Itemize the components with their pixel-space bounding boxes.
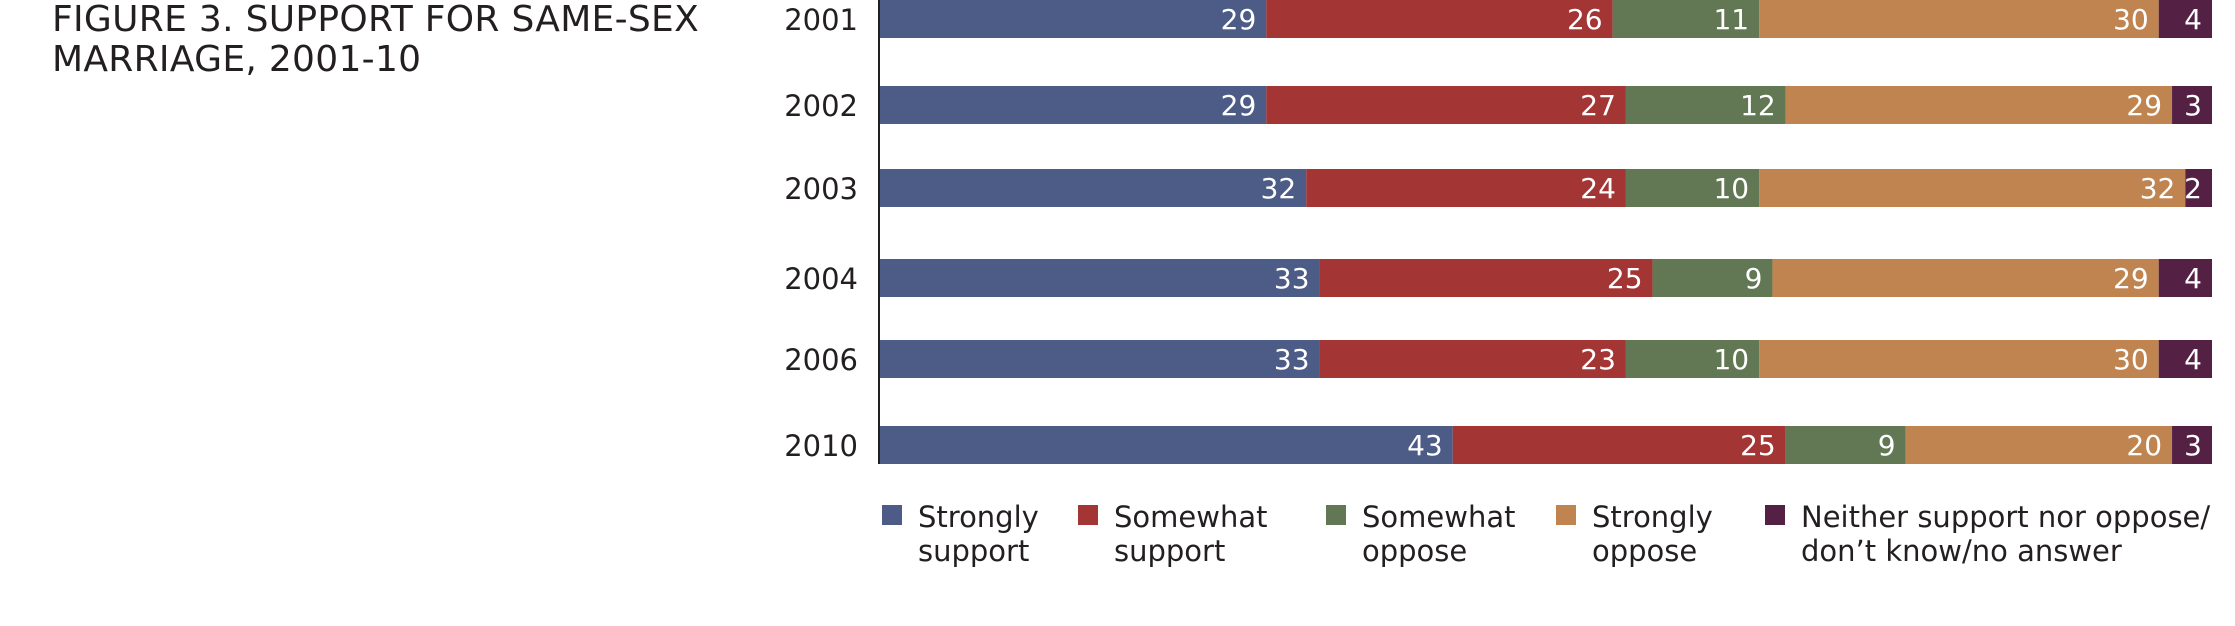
- bar-segment-2006-3: [1759, 340, 2159, 378]
- data-label-2010-0: 43: [1407, 429, 1443, 462]
- data-label-2006-2: 10: [1713, 343, 1749, 376]
- bar-segment-2010-1: [1452, 426, 1786, 464]
- data-label-2001-4: 4: [2184, 3, 2202, 36]
- bar-segment-2003-3: [1759, 169, 2186, 207]
- bar-segment-2002-2: [1625, 86, 1786, 124]
- data-label-2010-3: 20: [2126, 429, 2162, 462]
- legend-item-4: Neither support nor oppose/don’t know/no…: [1765, 500, 2210, 568]
- data-label-2006-3: 30: [2113, 343, 2149, 376]
- bar-segment-2010-3: [1905, 426, 2173, 464]
- bar-segment-2003-0: [880, 169, 1307, 207]
- data-label-2010-2: 9: [1878, 429, 1896, 462]
- bar-segment-2006-2: [1625, 340, 1760, 378]
- bar-segment-2003-2: [1625, 169, 1760, 207]
- data-label-2002-2: 12: [1740, 89, 1776, 122]
- bar-segment-2004-3: [1772, 259, 2159, 297]
- legend-label-2-line-1: Somewhat: [1362, 500, 1515, 534]
- legend-label-3-line-2: oppose: [1592, 534, 1697, 568]
- bar-segment-2002-0: [880, 86, 1267, 124]
- bar-row-2002: 2002 29 27 12 29 3: [784, 86, 2212, 124]
- year-label-2010: 2010: [784, 429, 858, 463]
- legend-label-3-line-1: Strongly: [1592, 500, 1713, 534]
- bar-segment-2010-4: [2172, 426, 2212, 464]
- year-label-2002: 2002: [784, 89, 858, 123]
- bar-row-2003: 2003 32 24 10 32 2: [784, 169, 2212, 207]
- bar-segment-2010-0: [880, 426, 1453, 464]
- bar-segment-2004-2: [1652, 259, 1773, 297]
- data-label-2001-1: 26: [1567, 3, 1603, 36]
- legend-swatch-0: [882, 505, 902, 525]
- legend-label-0-line-1: Strongly: [918, 500, 1039, 534]
- bar-segment-2001-3: [1759, 0, 2159, 38]
- chart-title: FIGURE 3. SUPPORT FOR SAME-SEX MARRIAGE,…: [52, 0, 812, 80]
- bar-segment-2006-4: [2158, 340, 2212, 378]
- data-label-2006-0: 33: [1274, 343, 1310, 376]
- data-label-2010-1: 25: [1740, 429, 1776, 462]
- legend-label-1-line-1: Somewhat: [1114, 500, 1267, 534]
- chart-title-line-1: FIGURE 3. SUPPORT FOR SAME-SEX: [52, 0, 700, 40]
- year-label-2006: 2006: [784, 343, 858, 377]
- data-label-2002-4: 3: [2184, 89, 2202, 122]
- chart-title-line-2: MARRIAGE, 2001-10: [52, 39, 422, 80]
- legend-label-1-line-2: support: [1114, 534, 1225, 568]
- legend-label-4-line-2: don’t know/no answer: [1801, 534, 2122, 568]
- legend-swatch-3: [1556, 505, 1576, 525]
- legend: StronglysupportSomewhatsupportSomewhatop…: [882, 500, 2210, 568]
- data-label-2004-1: 25: [1607, 262, 1643, 295]
- data-label-2006-1: 23: [1580, 343, 1616, 376]
- data-label-2006-4: 4: [2184, 343, 2202, 376]
- data-label-2003-3: 32: [2140, 172, 2176, 205]
- data-label-2002-3: 29: [2126, 89, 2162, 122]
- data-label-2004-0: 33: [1274, 262, 1310, 295]
- bar-segment-2003-4: [2185, 169, 2212, 207]
- bar-segment-2006-1: [1319, 340, 1626, 378]
- data-label-2002-0: 29: [1221, 89, 1257, 122]
- data-label-2003-0: 32: [1261, 172, 1297, 205]
- legend-label-2-line-2: oppose: [1362, 534, 1467, 568]
- data-label-2001-2: 11: [1713, 3, 1749, 36]
- bar-segment-2004-1: [1319, 259, 1653, 297]
- bar-row-2010: 2010 43 25 9 20 3: [784, 426, 2212, 464]
- bar-segment-2001-1: [1266, 0, 1613, 38]
- data-label-2003-1: 24: [1580, 172, 1616, 205]
- legend-label-4-line-1: Neither support nor oppose/: [1801, 500, 2210, 534]
- bar-segment-2004-4: [2158, 259, 2212, 297]
- bar-segment-2001-4: [2158, 0, 2212, 38]
- bar-segment-2002-4: [2172, 86, 2212, 124]
- data-label-2003-2: 10: [1713, 172, 1749, 205]
- legend-label-0-line-2: support: [918, 534, 1029, 568]
- bar-segment-2002-3: [1785, 86, 2173, 124]
- bar-segment-2004-0: [880, 259, 1320, 297]
- data-label-2004-2: 9: [1745, 262, 1763, 295]
- legend-swatch-1: [1078, 505, 1098, 525]
- year-label-2001: 2001: [784, 3, 858, 37]
- bar-row-2006: 2006 33 23 10 30 4: [784, 340, 2212, 378]
- bar-segment-2003-1: [1306, 169, 1626, 207]
- data-label-2004-3: 29: [2113, 262, 2149, 295]
- legend-swatch-2: [1326, 505, 1346, 525]
- bar-row-2004: 2004 33 25 9 29 4: [784, 259, 2212, 297]
- year-label-2004: 2004: [784, 262, 858, 296]
- bar-segment-2010-2: [1785, 426, 1906, 464]
- year-label-2003: 2003: [784, 172, 858, 206]
- data-label-2002-1: 27: [1580, 89, 1616, 122]
- data-label-2010-4: 3: [2184, 429, 2202, 462]
- data-label-2003-4: 2: [2184, 172, 2202, 205]
- data-label-2001-3: 30: [2113, 3, 2149, 36]
- data-label-2001-0: 29: [1221, 3, 1257, 36]
- bar-row-2001: 2001 29 26 11 30 4: [784, 0, 2212, 38]
- legend-swatch-4: [1765, 505, 1785, 525]
- bar-segment-2001-0: [880, 0, 1267, 38]
- data-label-2004-4: 4: [2184, 262, 2202, 295]
- bar-segment-2002-1: [1266, 86, 1626, 124]
- bar-segment-2001-2: [1612, 0, 1760, 38]
- bar-segment-2006-0: [880, 340, 1320, 378]
